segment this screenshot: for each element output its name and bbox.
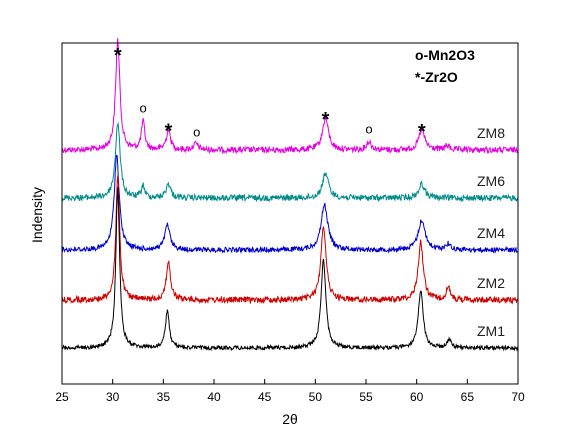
- mn2o3-peak-marker: o: [365, 122, 372, 137]
- zr2o-peak-marker: *: [165, 120, 173, 142]
- mn2o3-peak-marker: o: [139, 101, 146, 116]
- x-tick-label-65: 65: [461, 390, 475, 404]
- x-axis-label: 2θ: [282, 411, 298, 427]
- x-tick-label-50: 50: [309, 390, 323, 404]
- series-label-zm4: ZM4: [477, 225, 505, 241]
- series-label-zm6: ZM6: [477, 173, 505, 189]
- peak-annotations: * o * o * o *: [114, 45, 426, 143]
- x-tick-label-70: 70: [511, 390, 525, 404]
- zr2o-peak-marker: *: [322, 109, 330, 131]
- series-labels: ZM8 ZM6 ZM4 ZM2 ZM1: [477, 125, 505, 339]
- legend: o-Mn2O3 *-Zr2O: [415, 47, 475, 85]
- series-label-zm2: ZM2: [477, 275, 505, 291]
- series-line-zm1: [61, 187, 519, 352]
- x-tick-label-60: 60: [410, 390, 424, 404]
- x-axis-ticks: 25 30 35 40 45 50 55 60 65 70: [55, 379, 525, 404]
- x-tick-label-25: 25: [55, 390, 69, 404]
- x-tick-label-55: 55: [359, 390, 373, 404]
- x-tick-label-30: 30: [106, 390, 120, 404]
- series-line-zm6: [61, 122, 519, 203]
- series-traces: [61, 38, 519, 352]
- legend-line-mn2o3: o-Mn2O3: [415, 47, 475, 63]
- series-line-zm8: [61, 38, 519, 155]
- series-line-zm2: [61, 175, 519, 305]
- mn2o3-peak-marker: o: [193, 124, 200, 139]
- plot-frame: [61, 42, 519, 385]
- x-tick-label-40: 40: [207, 390, 221, 404]
- zr2o-peak-marker: *: [114, 45, 122, 67]
- series-label-zm1: ZM1: [477, 323, 505, 339]
- series-label-zm8: ZM8: [477, 125, 505, 141]
- y-axis-label: Indensity: [29, 187, 45, 243]
- legend-line-zr2o: *-Zr2O: [415, 69, 458, 85]
- series-line-zm4: [61, 154, 519, 255]
- x-tick-label-45: 45: [258, 390, 272, 404]
- x-tick-label-35: 35: [157, 390, 171, 404]
- zr2o-peak-marker: *: [418, 121, 426, 143]
